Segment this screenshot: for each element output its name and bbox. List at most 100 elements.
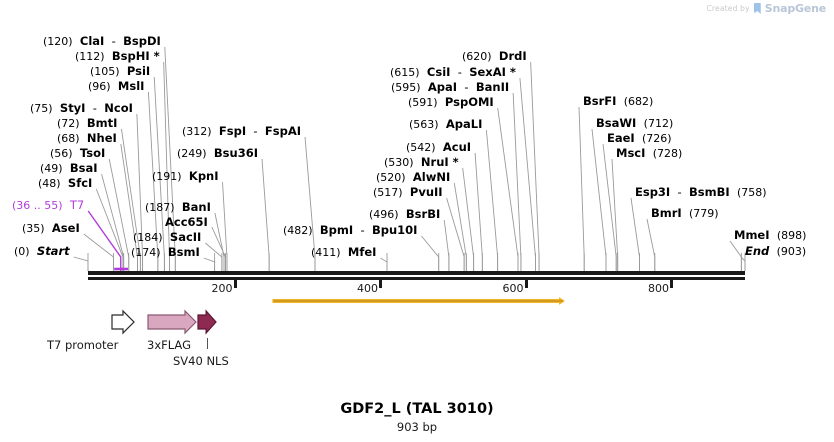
- sequence-backbone: [88, 271, 745, 275]
- enzyme-position: (191): [152, 170, 182, 183]
- ruler-tick: [670, 280, 674, 288]
- enzyme-name: TsoI: [79, 146, 106, 160]
- enzyme-position: (620): [462, 50, 492, 63]
- watermark-brand: SnapGene: [764, 2, 826, 15]
- enzyme-name: ApaI: [427, 80, 458, 94]
- leader-line: [443, 219, 450, 271]
- enzyme-name: PspOMI: [444, 95, 494, 109]
- enzyme-label-esp3i: Esp3I - BsmBI (758): [635, 185, 767, 199]
- enzyme-label-bsrfi: BsrFI (682): [583, 95, 653, 108]
- enzyme-position: (615): [390, 66, 420, 79]
- enzyme-position: (682): [623, 95, 654, 108]
- enzyme-name: T7: [69, 198, 85, 212]
- enzyme-position: (728): [652, 147, 683, 160]
- enzyme-position: (898): [776, 229, 807, 242]
- enzyme-name: BsaI: [69, 161, 98, 175]
- enzyme-name: SacII: [169, 230, 202, 244]
- enzyme-position: (779): [689, 207, 719, 220]
- enzyme-label-fspi: (312) FspI - FspAI: [182, 124, 302, 138]
- enzyme-label-bsawi: BsaWI (712): [596, 117, 673, 130]
- watermark-prefix: Created by: [706, 4, 750, 13]
- enzyme-label-mmei: MmeI (898): [734, 229, 806, 242]
- enzyme-name: End: [745, 244, 770, 258]
- enzyme-name: ClaI: [79, 34, 105, 48]
- leader-line: [261, 158, 270, 271]
- enzyme-name: BpmI: [319, 223, 354, 237]
- enzyme-position: (72): [57, 117, 80, 130]
- enzyme-label-tsoi: (56) TsoI: [50, 147, 105, 160]
- enzyme-name: Acc65I: [165, 215, 208, 229]
- enzyme-label-bpmi: (482) BpmI - Bpu10I: [283, 223, 418, 237]
- feature-arrow[interactable]: [197, 309, 217, 335]
- enzyme-label-bsrbi: (496) BsrBI: [369, 208, 440, 221]
- enzyme-position: (68): [57, 132, 80, 145]
- ruler-tick: [524, 280, 528, 288]
- enzyme-name: BanI: [181, 200, 211, 214]
- enzyme-label-asei: (35) AseI: [22, 222, 80, 235]
- enzyme-label-drdi: (620) DrdI: [462, 50, 527, 63]
- feature-arrow[interactable]: [147, 309, 197, 335]
- enzyme-position: (120): [43, 35, 73, 48]
- leader-line: [203, 257, 216, 271]
- leader-line: [446, 197, 465, 271]
- enzyme-label-msci: MscI (728): [616, 147, 682, 160]
- enzyme-label-bsai: (49) BsaI: [40, 162, 98, 175]
- ruler-label: 800: [648, 282, 670, 295]
- enzyme-position: (411): [311, 246, 341, 259]
- enzyme-label-bsmi: (174) BsmI: [131, 246, 200, 259]
- enzyme-name: Bpu10I: [371, 223, 418, 237]
- enzyme-label-csii: (615) CsiI - SexAI *: [390, 65, 516, 79]
- enzyme-name: BsrBI: [405, 207, 441, 221]
- leader-line: [421, 235, 440, 271]
- enzyme-name: KpnI: [188, 169, 219, 183]
- leader-line: [214, 212, 225, 271]
- enzyme-name: Esp3I: [635, 185, 671, 199]
- sequence-length: 903 bp: [396, 420, 438, 434]
- feature-arrow[interactable]: [111, 309, 135, 335]
- enzyme-name: BspHI *: [111, 49, 160, 63]
- feature-label: SV40 NLS: [173, 354, 229, 368]
- enzyme-name: FspI: [218, 124, 247, 138]
- enzyme-label-bani: (187) BanI: [145, 201, 211, 214]
- enzyme-name: Start: [36, 244, 70, 258]
- ruler-tick: [379, 280, 383, 288]
- enzyme-name: NcoI: [104, 101, 133, 115]
- leader-line: [578, 106, 585, 271]
- enzyme-name: ApaLI: [445, 117, 483, 131]
- enzyme-position: (184): [133, 231, 163, 244]
- leader-line: [729, 240, 742, 271]
- leader-line: [380, 257, 388, 271]
- leader-line: [453, 182, 467, 271]
- ruler-label: 600: [502, 282, 524, 295]
- enzyme-position: (758): [736, 186, 767, 199]
- leader-line: [101, 173, 125, 271]
- enzyme-name: PvuII: [409, 185, 443, 199]
- enzyme-position: (563): [409, 118, 439, 131]
- enzyme-label-clai: (120) ClaI - BspDI: [43, 34, 161, 48]
- enzyme-label-msli: (96) MslI: [88, 80, 144, 93]
- enzyme-name: MmeI: [734, 228, 770, 242]
- enzyme-position: (187): [145, 201, 175, 214]
- enzyme-name: FspAI: [264, 124, 302, 138]
- enzyme-label-bmti: (72) BmtI: [57, 117, 117, 130]
- enzyme-position: (517): [373, 186, 403, 199]
- enzyme-name: AlwNI: [412, 170, 451, 184]
- enzyme-name: SfcI: [67, 176, 93, 190]
- feature-track: [111, 309, 217, 335]
- enzyme-name: AcuI: [442, 140, 472, 154]
- enzyme-name: BsaWI: [596, 116, 637, 130]
- leader-line: [485, 129, 499, 271]
- enzyme-name: CsiI: [426, 65, 451, 79]
- leader-line: [602, 143, 617, 271]
- enzyme-label-apali: (563) ApaLI: [409, 118, 482, 131]
- enzyme-label-sfci: (48) SfcI: [38, 177, 92, 190]
- enzyme-position: (542): [406, 141, 436, 154]
- enzyme-name: MfeI: [347, 245, 377, 259]
- feature-label: T7 promoter: [47, 338, 119, 352]
- enzyme-name: BsmBI: [689, 185, 730, 199]
- feature-leader: [207, 338, 208, 349]
- enzyme-label-t7: (36 .. 55) T7: [12, 199, 84, 212]
- enzyme-name: MslI: [117, 79, 145, 93]
- enzyme-position: (903): [776, 245, 807, 258]
